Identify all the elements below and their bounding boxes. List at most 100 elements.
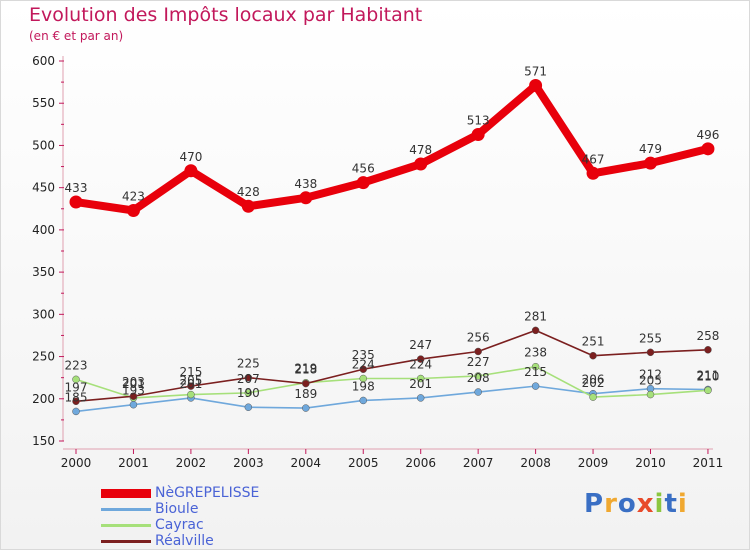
data-point bbox=[416, 394, 425, 402]
data-point bbox=[646, 348, 655, 357]
data-point bbox=[474, 388, 482, 396]
data-label: 215 bbox=[524, 365, 547, 379]
data-label: 478 bbox=[409, 143, 432, 157]
y-tick-label: 150 bbox=[32, 434, 55, 448]
data-label: 197 bbox=[65, 380, 88, 394]
legend-label: Cayrac bbox=[155, 517, 204, 533]
data-point bbox=[586, 166, 600, 180]
chart-title: Evolution des Impôts locaux par Habitant bbox=[29, 4, 423, 26]
data-point bbox=[474, 347, 482, 356]
data-label: 203 bbox=[122, 375, 145, 389]
data-point bbox=[589, 351, 597, 360]
data-label: 467 bbox=[582, 152, 605, 166]
data-point bbox=[704, 386, 712, 395]
data-label: 193 bbox=[122, 384, 145, 398]
data-point bbox=[244, 403, 253, 411]
series-line bbox=[75, 329, 709, 403]
data-point bbox=[359, 365, 367, 373]
data-label: 235 bbox=[352, 348, 375, 362]
data-label: 256 bbox=[467, 330, 490, 344]
data-label: 205 bbox=[639, 374, 662, 388]
series-line bbox=[72, 81, 712, 215]
data-label: 198 bbox=[352, 379, 375, 393]
data-label: 212 bbox=[639, 368, 662, 382]
x-tick-label: 2004 bbox=[291, 456, 322, 470]
y-tick-label: 500 bbox=[32, 138, 55, 152]
y-tick-label: 400 bbox=[32, 223, 55, 237]
data-label: 438 bbox=[294, 177, 317, 191]
x-tick-label: 2005 bbox=[348, 456, 379, 470]
data-label: 224 bbox=[409, 358, 432, 372]
data-label: 247 bbox=[409, 338, 432, 352]
data-point bbox=[644, 156, 657, 170]
data-point bbox=[531, 326, 540, 335]
data-label: 456 bbox=[352, 162, 375, 176]
data-point bbox=[359, 396, 367, 405]
x-tick-label: 2006 bbox=[405, 456, 436, 470]
legend-label: NèGREPELISSE bbox=[155, 485, 260, 501]
legend-swatch bbox=[101, 523, 151, 527]
data-label: 423 bbox=[122, 189, 145, 203]
y-tick-label: 600 bbox=[32, 54, 55, 68]
data-label: 210 bbox=[696, 369, 719, 383]
data-label: 255 bbox=[639, 331, 662, 345]
legend-item: NèGREPELISSE bbox=[101, 485, 259, 501]
data-label: 190 bbox=[237, 386, 260, 400]
data-point bbox=[531, 382, 540, 390]
data-point bbox=[471, 127, 485, 141]
y-tick-label: 250 bbox=[32, 350, 55, 364]
data-label: 201 bbox=[179, 377, 202, 391]
series-line bbox=[75, 365, 709, 399]
data-label: 189 bbox=[294, 387, 317, 401]
data-label: 470 bbox=[179, 150, 202, 164]
data-label: 208 bbox=[467, 371, 490, 385]
data-point bbox=[302, 379, 310, 388]
x-tick-label: 2009 bbox=[578, 456, 609, 470]
legend-swatch bbox=[101, 507, 151, 511]
data-point bbox=[302, 404, 310, 412]
data-point bbox=[704, 346, 712, 354]
data-label: 215 bbox=[179, 365, 202, 379]
data-point bbox=[184, 164, 198, 178]
data-point bbox=[474, 372, 482, 380]
data-point bbox=[187, 390, 195, 399]
y-tick-label: 550 bbox=[32, 96, 55, 110]
data-point bbox=[416, 355, 425, 363]
data-label: 571 bbox=[524, 64, 547, 78]
data-label: 513 bbox=[467, 113, 490, 127]
x-tick-label: 2011 bbox=[693, 456, 724, 470]
data-label: 202 bbox=[582, 376, 605, 390]
data-point bbox=[359, 374, 367, 383]
brand-logo: Proxiti bbox=[584, 489, 688, 519]
data-label: 205 bbox=[179, 374, 202, 388]
data-point bbox=[129, 392, 138, 400]
data-label: 433 bbox=[65, 181, 88, 195]
data-label: 211 bbox=[696, 368, 719, 382]
legend-item: Bioule bbox=[101, 501, 259, 517]
data-point bbox=[129, 400, 138, 409]
x-tick-label: 2010 bbox=[635, 456, 666, 470]
x-tick-label: 2007 bbox=[463, 456, 494, 470]
data-label: 201 bbox=[122, 377, 145, 391]
data-point bbox=[72, 397, 80, 406]
legend-label: Bioule bbox=[155, 501, 199, 517]
data-label: 206 bbox=[582, 373, 605, 387]
data-label: 219 bbox=[294, 362, 317, 376]
data-point bbox=[244, 389, 253, 397]
y-tick-label: 450 bbox=[32, 181, 55, 195]
data-point bbox=[531, 362, 540, 371]
data-label: 207 bbox=[237, 372, 260, 386]
legend-label: Réalville bbox=[155, 533, 214, 549]
data-point bbox=[589, 393, 597, 401]
data-point bbox=[126, 203, 140, 217]
data-label: 258 bbox=[696, 329, 719, 343]
data-label: 281 bbox=[524, 309, 547, 323]
data-point bbox=[416, 374, 425, 383]
chart-subtitle: (en € et par an) bbox=[29, 29, 124, 43]
data-point bbox=[241, 199, 255, 213]
data-label: 223 bbox=[65, 358, 88, 372]
data-point bbox=[414, 157, 428, 171]
data-point bbox=[69, 195, 83, 209]
legend-item: Réalville bbox=[101, 533, 259, 549]
